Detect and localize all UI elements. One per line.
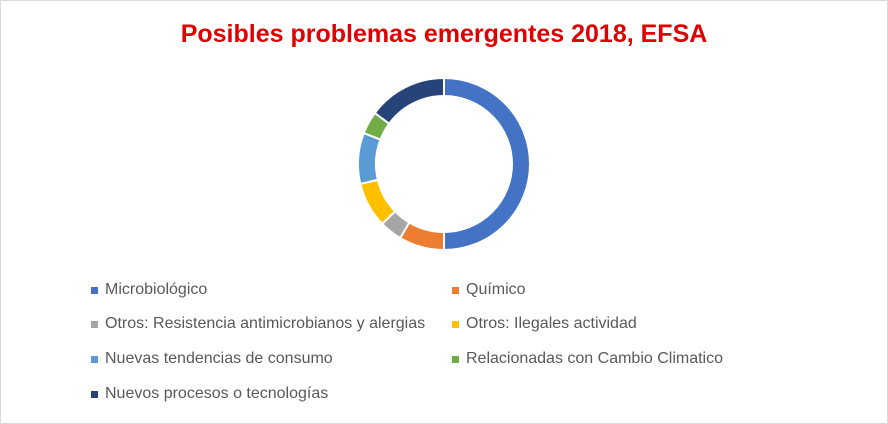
donut-slice-7: [373, 76, 445, 126]
donut-slice-5: [357, 131, 382, 186]
donut-slice-1: [443, 76, 531, 252]
donut-slice-4: [359, 178, 397, 226]
chart-title: Posibles problemas emergentes 2018, EFSA: [180, 20, 708, 48]
